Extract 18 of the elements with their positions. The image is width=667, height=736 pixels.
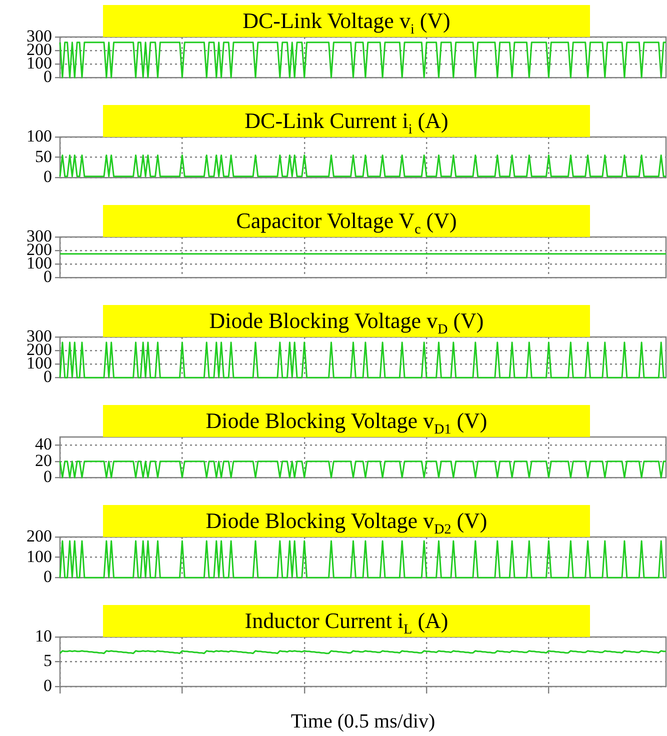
chart-title: DC-Link Current i$_{i}$ (A) [103,105,590,138]
chart-title: Diode Blocking Voltage v$_{D1}$ (V) [103,405,590,438]
y-tick-label: 50 [35,146,52,166]
chart-title: Diode Blocking Voltage v$_{D}$ (V) [103,305,590,338]
y-tick-label: 0 [44,167,52,186]
chart-title: Capacitor Voltage V$_{c}$ (V) [103,205,590,238]
y-tick-label: 0 [44,467,52,486]
y-tick-label: 200 [26,526,52,546]
y-tick-label: 0 [44,567,52,586]
chart-title: DC-Link Voltage v$_{i}$ (V) [103,5,590,38]
y-tick-label: 0 [44,676,52,695]
chart-title: Diode Blocking Voltage v$_{D2}$ (V) [103,505,590,538]
chart-title: Inductor Current i$_{L}$ (A) [103,605,590,638]
y-tick-label: 100 [26,546,52,566]
x-axis-title: Time (0.5 ms/div) [290,710,436,732]
y-tick-label: 100 [26,126,52,146]
y-tick-label: 5 [44,651,52,670]
y-tick-label: 10 [35,626,52,646]
